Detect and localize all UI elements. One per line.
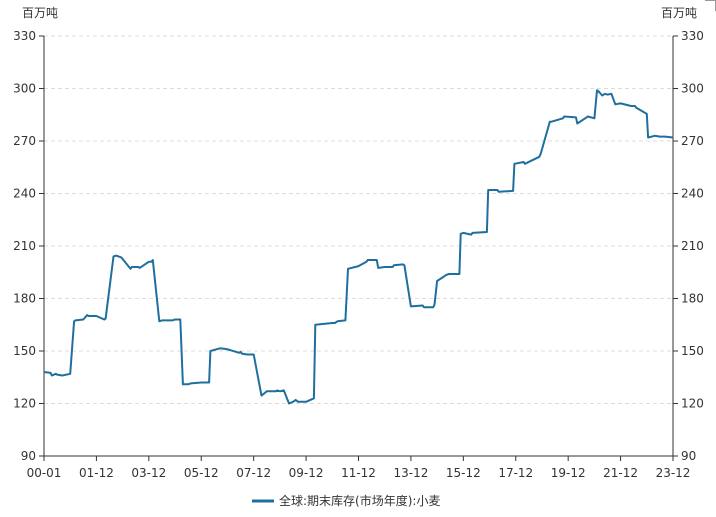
legend-label: 全球:期末库存(市场年度):小麦	[279, 493, 440, 508]
y-tick-label-left: 150	[13, 344, 36, 358]
y-tick-label-right: 180	[681, 292, 704, 306]
y-tick-label-left: 270	[13, 134, 36, 148]
x-tick-label: 07-12	[236, 466, 271, 480]
y-tick-label-right: 300	[681, 82, 704, 96]
y-tick-label-right: 150	[681, 344, 704, 358]
x-tick-label: 11-12	[341, 466, 376, 480]
series-line	[43, 89, 674, 405]
y-tick-label-right: 270	[681, 134, 704, 148]
y-tick-label-right: 90	[681, 449, 696, 463]
y-tick-label-left: 210	[13, 239, 36, 253]
y-tick-label-right: 240	[681, 187, 704, 201]
x-tick-label: 05-12	[184, 466, 219, 480]
y-tick-label-left: 180	[13, 292, 36, 306]
y-unit-right: 百万吨	[661, 6, 697, 20]
y-tick-label-right: 210	[681, 239, 704, 253]
y-tick-label-right: 330	[681, 29, 704, 43]
x-tick-label: 13-12	[393, 466, 428, 480]
y-tick-label-left: 120	[13, 397, 36, 411]
y-unit-left: 百万吨	[22, 6, 58, 20]
y-tick-label-left: 240	[13, 187, 36, 201]
x-tick-label: 00-01	[27, 466, 62, 480]
y-tick-label-left: 300	[13, 82, 36, 96]
y-tick-label-left: 330	[13, 29, 36, 43]
x-tick-label: 15-12	[446, 466, 481, 480]
x-tick-label: 19-12	[551, 466, 586, 480]
x-tick-label: 03-12	[131, 466, 166, 480]
x-tick-label: 17-12	[498, 466, 533, 480]
y-tick-label-left: 90	[21, 449, 36, 463]
x-tick-label: 23-12	[656, 466, 691, 480]
x-tick-label: 09-12	[289, 466, 324, 480]
expand-icon[interactable]	[705, 0, 716, 11]
y-tick-label-right: 120	[681, 397, 704, 411]
x-tick-label: 21-12	[603, 466, 638, 480]
x-tick-label: 01-12	[79, 466, 114, 480]
